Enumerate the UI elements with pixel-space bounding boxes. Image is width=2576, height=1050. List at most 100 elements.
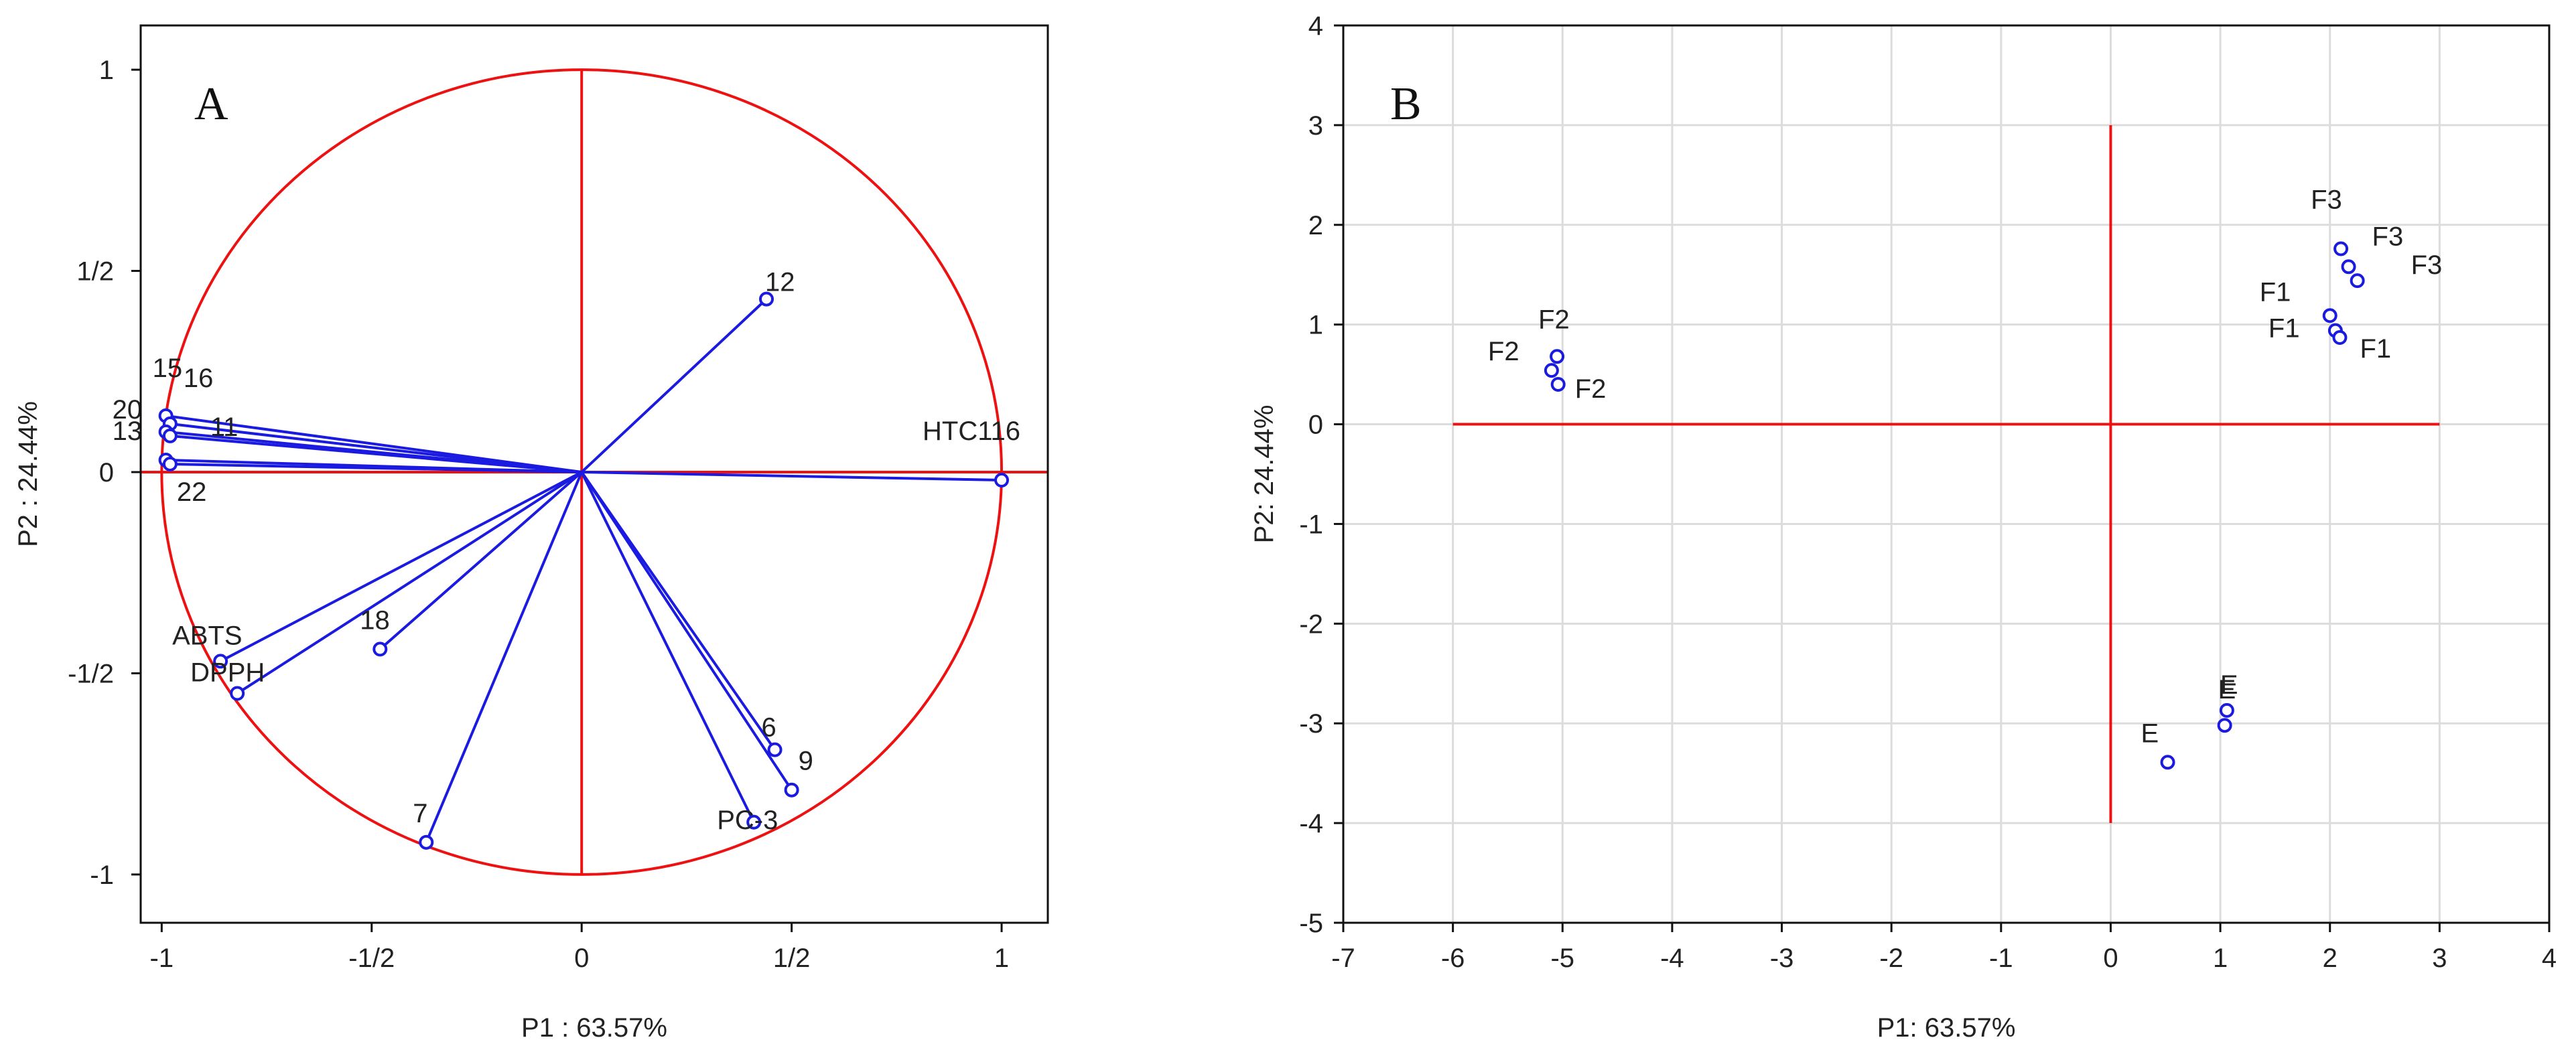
x-tick-label: -3 <box>1770 944 1794 973</box>
point-label: 11 <box>210 412 239 442</box>
point-label: PC-3 <box>717 806 778 835</box>
point-label: F1 <box>2268 314 2300 344</box>
loading-vector <box>580 471 793 791</box>
score-point <box>2217 718 2232 733</box>
x-tick-label: 0 <box>574 944 589 973</box>
score-point <box>2350 273 2365 289</box>
x-tick-label: 1/2 <box>773 944 811 973</box>
point-label: 15 <box>153 354 183 383</box>
panel-a-x-axis-title: P1 : 63.57% <box>521 1013 667 1043</box>
point-label: HTC116 <box>923 417 1020 446</box>
loading-point <box>162 456 178 471</box>
y-tick-label: -5 <box>1299 909 1323 938</box>
loading-vector <box>580 471 776 751</box>
point-label: DPPH <box>190 658 265 687</box>
x-tick-label: 2 <box>2323 944 2337 973</box>
y-tick-label: 3 <box>1308 111 1323 141</box>
point-label: E <box>2141 719 2159 748</box>
point-label: F1 <box>2360 334 2391 364</box>
y-tick-label: -4 <box>1299 809 1323 838</box>
loading-vector <box>170 462 582 473</box>
score-point <box>2341 259 2356 275</box>
x-tick-label: 1 <box>994 944 1009 973</box>
score-point <box>2332 330 2348 346</box>
score-point <box>2333 241 2349 256</box>
score-point <box>1550 377 1566 392</box>
point-label: F2 <box>1538 305 1570 334</box>
y-tick-label: 0 <box>1308 410 1323 440</box>
y-tick-label: 1 <box>1308 311 1323 340</box>
panel-a-y-axis-title: P2 : 24.44% <box>13 401 43 547</box>
y-tick-label: -1 <box>90 860 114 890</box>
point-label: E <box>2220 670 2238 700</box>
y-tick-label: 2 <box>1308 211 1323 240</box>
x-tick-label: 0 <box>2103 944 2118 973</box>
point-label: F3 <box>2411 250 2443 280</box>
panel-b-plot-frame <box>1342 24 2551 924</box>
point-label: E <box>2218 675 2236 704</box>
loading-point <box>759 291 774 307</box>
loading-vector <box>580 298 768 473</box>
y-tick-label: 4 <box>1308 11 1323 41</box>
loading-vector <box>582 470 1002 482</box>
y-tick-label: -2 <box>1299 609 1323 639</box>
loading-vector <box>220 471 583 663</box>
loading-vector <box>425 471 584 843</box>
y-tick-label: 1/2 <box>76 257 114 287</box>
x-tick-label: 3 <box>2432 944 2447 973</box>
x-tick-label: -1/2 <box>348 944 395 973</box>
point-label: 16 <box>184 364 214 393</box>
x-tick-label: -4 <box>1660 944 1684 973</box>
x-tick-label: -5 <box>1550 944 1574 973</box>
score-point <box>2322 308 2337 323</box>
loading-point <box>767 742 783 757</box>
panel-a-letter: A <box>194 78 228 130</box>
loading-vector <box>236 471 583 695</box>
panel-b-x-axis-title: P1: 63.57% <box>1877 1013 2016 1043</box>
x-tick-label: -7 <box>1331 944 1355 973</box>
loading-point <box>746 814 762 830</box>
loading-vector <box>379 471 583 650</box>
score-point <box>1550 349 1565 364</box>
point-label: F1 <box>2260 277 2291 307</box>
point-label: F2 <box>1575 374 1607 404</box>
loading-point <box>994 473 1010 488</box>
y-tick-label: -1/2 <box>68 659 114 688</box>
point-label: F3 <box>2372 222 2404 251</box>
point-label: 13 <box>113 417 143 446</box>
panel-b-y-axis-title: P2: 24.44% <box>1249 405 1279 544</box>
point-label: F2 <box>1488 337 1519 366</box>
y-tick-label: -3 <box>1299 709 1323 739</box>
loading-point <box>372 642 388 657</box>
point-label: ABTS <box>172 621 242 650</box>
x-tick-label: 4 <box>2542 944 2557 973</box>
point-label: 20 <box>113 395 143 425</box>
loading-vector <box>580 471 755 823</box>
y-tick-label: 1 <box>99 56 114 85</box>
loading-point <box>213 654 228 669</box>
loading-point <box>230 686 245 701</box>
panel-b-letter: B <box>1390 78 1422 130</box>
point-label: 12 <box>765 268 795 297</box>
point-label: 18 <box>360 605 390 635</box>
loading-vector <box>170 434 582 473</box>
x-tick-label: -1 <box>1989 944 2013 973</box>
x-tick-label: -2 <box>1879 944 1903 973</box>
point-label: 22 <box>177 477 207 507</box>
point-label: F3 <box>2311 185 2342 215</box>
y-tick-label: -1 <box>1299 510 1323 539</box>
loading-point <box>162 428 178 443</box>
x-tick-label: 1 <box>2213 944 2228 973</box>
score-point <box>1544 363 1559 378</box>
x-tick-label: -6 <box>1441 944 1465 973</box>
score-point <box>2160 755 2175 770</box>
panel-a-plot-frame <box>139 24 1049 924</box>
loading-vector <box>170 422 582 473</box>
point-label: 9 <box>799 747 813 776</box>
loading-point <box>784 782 799 798</box>
point-label: 6 <box>762 713 776 743</box>
y-tick-label: 0 <box>99 458 114 487</box>
